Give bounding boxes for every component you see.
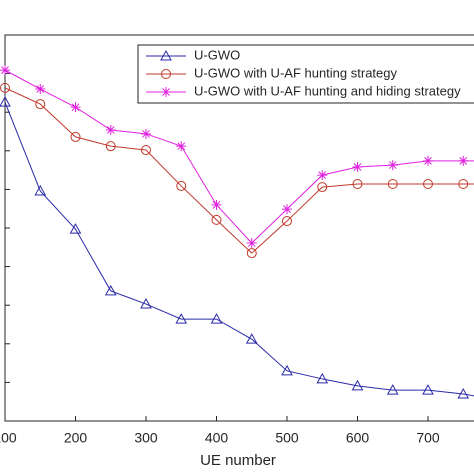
- marker: [176, 141, 187, 152]
- marker: [422, 384, 434, 395]
- marker: [0, 82, 10, 93]
- marker: [282, 216, 292, 227]
- x-tick-label: 300: [134, 430, 158, 446]
- marker: [211, 199, 222, 210]
- marker: [210, 313, 223, 324]
- marker: [70, 102, 81, 113]
- x-axis-label: UE number: [200, 452, 276, 469]
- marker: [246, 238, 257, 249]
- marker: [352, 162, 363, 173]
- marker: [386, 384, 399, 395]
- marker: [245, 333, 258, 344]
- marker: [161, 87, 171, 97]
- legend-label: U-GWO with U-AF hunting strategy: [194, 65, 397, 80]
- marker: [387, 178, 398, 189]
- marker: [423, 155, 433, 166]
- marker: [141, 128, 151, 139]
- marker: [175, 313, 188, 324]
- marker: [0, 96, 11, 107]
- marker: [457, 387, 470, 399]
- marker: [35, 84, 46, 95]
- marker: [160, 49, 172, 61]
- marker: [458, 155, 469, 166]
- marker: [211, 214, 222, 225]
- marker: [317, 182, 328, 193]
- marker: [316, 372, 329, 384]
- marker: [387, 160, 398, 171]
- marker: [351, 379, 364, 391]
- marker: [0, 65, 10, 76]
- marker: [34, 184, 47, 196]
- x-tick-label: 500: [275, 430, 299, 446]
- x-tick-label: 400: [205, 430, 229, 446]
- marker: [423, 178, 433, 189]
- marker: [161, 69, 171, 79]
- marker: [105, 141, 116, 152]
- marker: [281, 364, 293, 376]
- marker: [458, 178, 469, 189]
- marker: [176, 180, 187, 191]
- series-line: [4, 87, 474, 254]
- marker: [246, 248, 257, 259]
- legend-box: [137, 44, 474, 104]
- marker: [69, 223, 82, 234]
- marker: [104, 284, 117, 296]
- legend-label: U-GWO: [194, 47, 240, 62]
- marker: [352, 178, 363, 189]
- x-tick-label: 600: [346, 430, 370, 446]
- x-tick-label: 100: [0, 430, 17, 446]
- x-tick-label: 700: [416, 430, 440, 446]
- marker: [140, 298, 152, 309]
- series-line: [4, 101, 474, 397]
- legend-label: U-GWO with U-AF hunting and hiding strat…: [194, 83, 461, 98]
- marker: [282, 204, 292, 215]
- marker: [317, 170, 328, 181]
- x-tick-label: 200: [64, 430, 88, 446]
- marker: [141, 145, 151, 156]
- marker: [70, 131, 81, 142]
- marker: [35, 99, 46, 110]
- marker: [105, 124, 116, 135]
